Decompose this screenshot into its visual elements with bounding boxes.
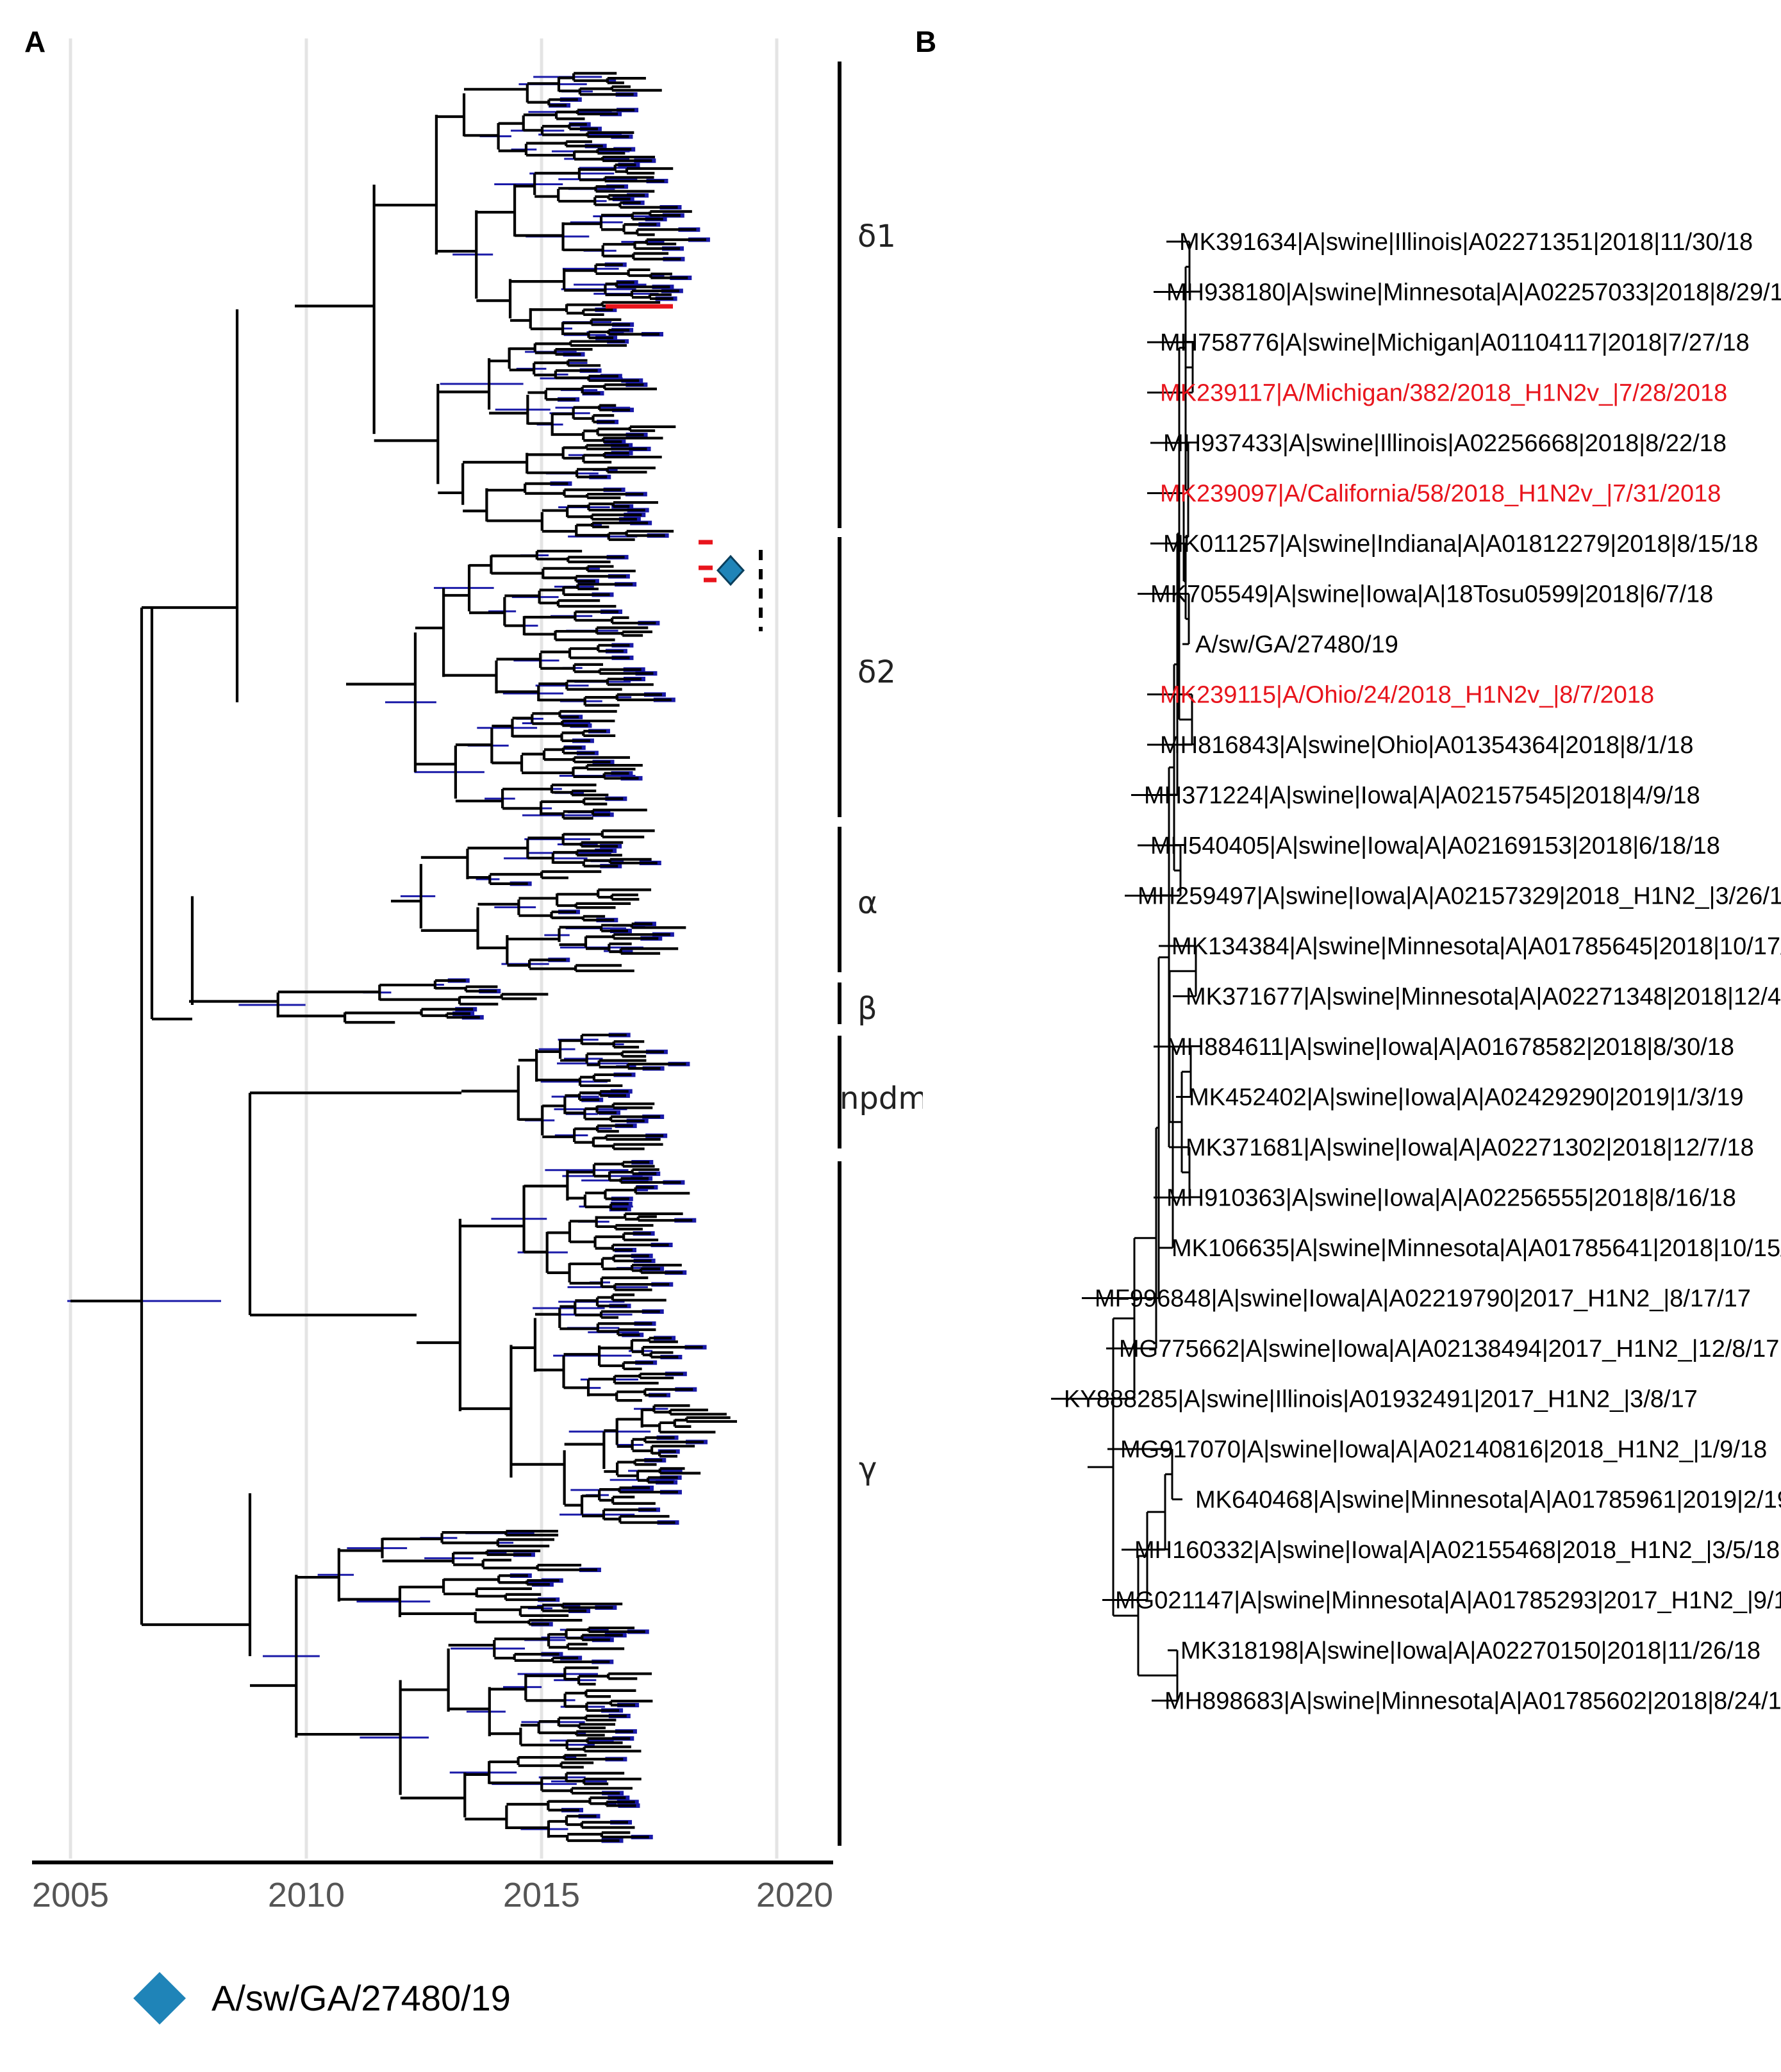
axis-tick-2010: 2010 (268, 1876, 345, 1914)
panel-a-letter: A (24, 25, 46, 58)
tip-label: MG917070|A|swine|Iowa|A|A02140816|2018_H… (1120, 1436, 1767, 1463)
legend: A/sw/GA/27480/19 (133, 1971, 511, 2025)
legend-label: A/sw/GA/27480/19 (211, 1978, 511, 2018)
tip-label: MH898683|A|swine|Minnesota|A|A01785602|2… (1164, 1688, 1781, 1715)
tree-branches (70, 72, 737, 1843)
tip-label: MH937433|A|swine|Illinois|A02256668|2018… (1163, 430, 1727, 457)
subtree-panel-b: MK391634|A|swine|Illinois|A02271351|2018… (1051, 229, 1781, 1715)
tip-label: MH540405|A|swine|Iowa|A|A02169153|2018|6… (1150, 833, 1720, 859)
tip-label: MK371677|A|swine|Minnesota|A|A02271348|2… (1186, 984, 1781, 1011)
year-gridlines (69, 38, 779, 1859)
clade-label-beta: β (857, 991, 877, 1027)
tip-label: MK391634|A|swine|Illinois|A02271351|2018… (1179, 229, 1753, 256)
tip-label: MH910363|A|swine|Iowa|A|A02256555|2018|8… (1166, 1185, 1736, 1212)
tip-label: MK640468|A|swine|Minnesota|A|A01785961|2… (1195, 1487, 1781, 1514)
panel-b-letter: B (915, 25, 937, 58)
tip-label: MH938180|A|swine|Minnesota|A|A02257033|2… (1166, 279, 1781, 306)
time-scaled-tree-panel-a: 2005 2010 2015 2020 δ1 δ2 α β npdm γ (32, 38, 923, 1914)
tip-label: MK239097|A/California/58/2018_H1N2v_|7/3… (1160, 481, 1721, 508)
tree-branch-paths (70, 72, 737, 1843)
subtree-tip-labels: MK391634|A|swine|Illinois|A02271351|2018… (1064, 229, 1781, 1715)
tip-label: MH160332|A|swine|Iowa|A|A02155468|2018_H… (1134, 1537, 1780, 1564)
clade-label-gamma: γ (859, 1451, 877, 1487)
tip-label: MK371681|A|swine|Iowa|A|A02271302|2018|1… (1186, 1134, 1754, 1161)
tip-label: MH371224|A|swine|Iowa|A|A02157545|2018|4… (1144, 783, 1700, 809)
clade-label-delta1: δ1 (857, 219, 896, 254)
tip-label: MK106635|A|swine|Minnesota|A|A01785641|2… (1172, 1235, 1781, 1262)
tip-label: MK318198|A|swine|Iowa|A|A02270150|2018|1… (1180, 1637, 1760, 1664)
clade-label-alpha: α (857, 885, 878, 921)
clade-label-npdm: npdm (840, 1081, 923, 1116)
tip-label: MK011257|A|swine|Indiana|A|A01812279|201… (1163, 531, 1758, 558)
tip-label: MK239115|A/Ohio/24/2018_H1N2v_|8/7/2018 (1160, 682, 1654, 709)
tip-label: MG021147|A|swine|Minnesota|A|A01785293|2… (1115, 1587, 1781, 1614)
tip-label: MF996848|A|swine|Iowa|A|A02219790|2017_H… (1095, 1286, 1751, 1313)
subtree-branch-paths (1051, 240, 1197, 1702)
axis-tick-2015: 2015 (503, 1876, 580, 1914)
highlight-diamond-marker (716, 554, 745, 586)
tip-label: MH259497|A|swine|Iowa|A|A02157329|2018_H… (1138, 883, 1781, 910)
subtree-branches (1051, 240, 1197, 1702)
variant-branches (606, 304, 717, 583)
tip-label: MK452402|A|swine|Iowa|A|A02429290|2019|1… (1189, 1084, 1744, 1111)
tip-label: KY888285|A|swine|Illinois|A01932491|2017… (1064, 1386, 1698, 1413)
tip-label: MK134384|A|swine|Minnesota|A|A01785645|2… (1172, 933, 1781, 960)
tip-label: MK705549|A|swine|Iowa|A|18Tosu0599|2018|… (1150, 581, 1713, 608)
axis-tick-2005: 2005 (32, 1876, 109, 1914)
tip-label: A/sw/GA/27480/19 (1195, 631, 1398, 658)
axis-tick-2020: 2020 (756, 1876, 833, 1914)
tip-label: MG775662|A|swine|Iowa|A|A02138494|2017_H… (1119, 1336, 1779, 1363)
tip-label: MH816843|A|swine|Ohio|A01354364|2018|8/1… (1160, 732, 1694, 759)
legend-diamond-icon (133, 1971, 186, 2025)
tip-label: MH758776|A|swine|Michigan|A01104117|2018… (1160, 329, 1750, 356)
tip-label: MK239117|A/Michigan/382/2018_H1N2v_|7/28… (1160, 380, 1727, 407)
clade-label-delta2: δ2 (857, 654, 896, 690)
tip-label: MH884611|A|swine|Iowa|A|A01678582|2018|8… (1166, 1034, 1734, 1061)
